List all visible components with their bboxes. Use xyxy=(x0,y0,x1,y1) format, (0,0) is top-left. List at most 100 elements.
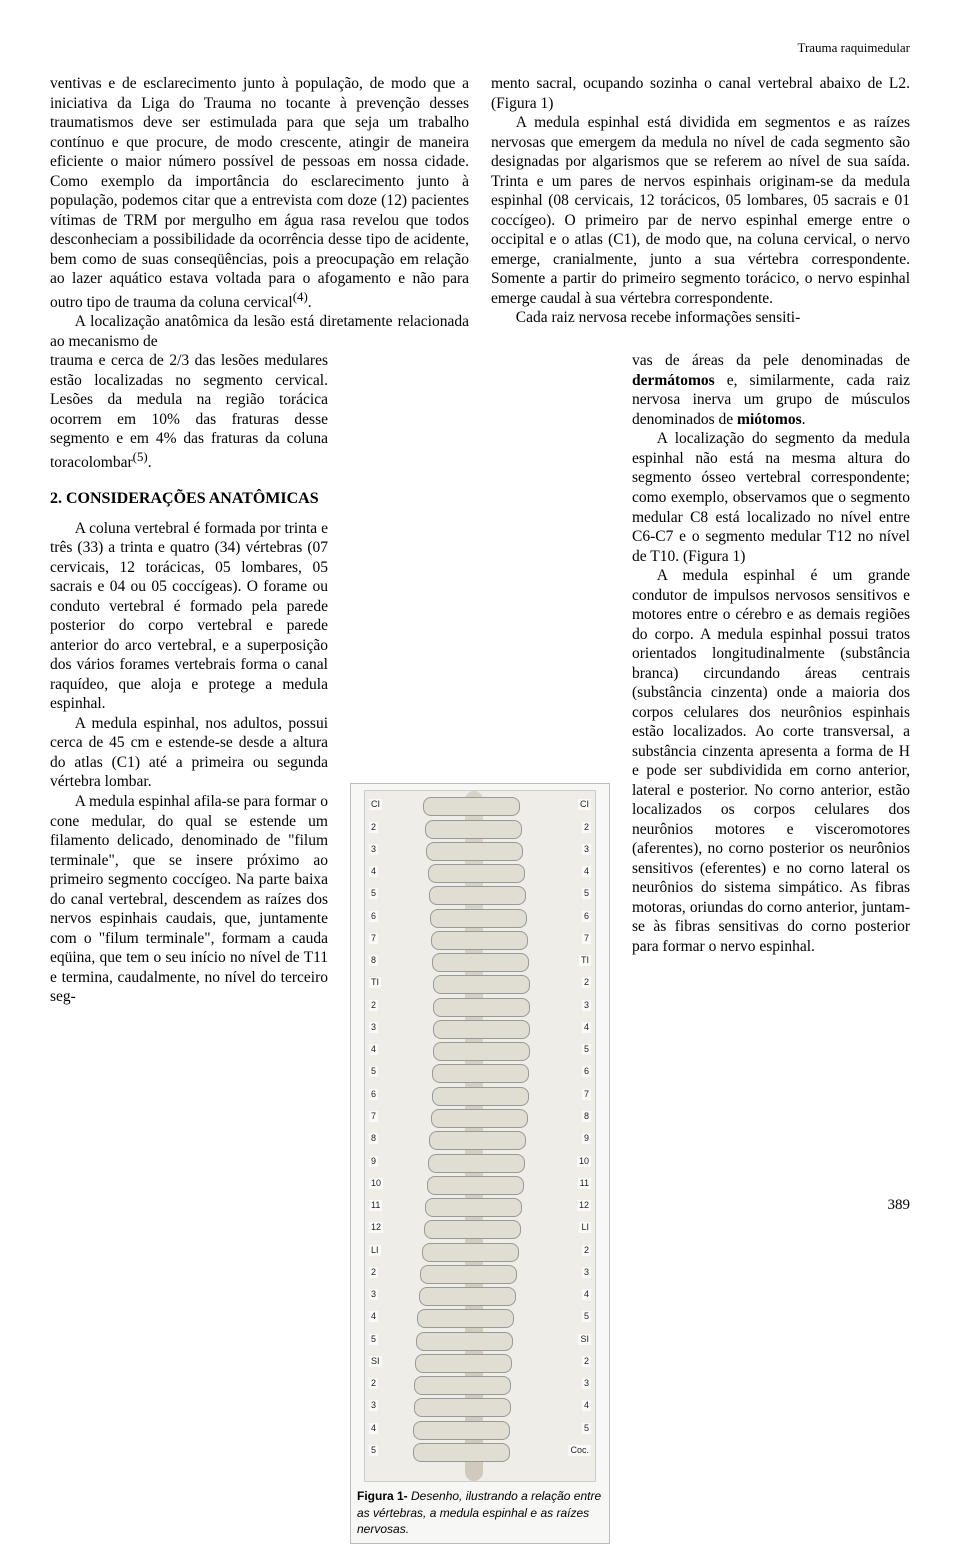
spine-label-left: 8 xyxy=(369,955,378,966)
spine-label-right: 2 xyxy=(582,822,591,833)
spine-label-right: 5 xyxy=(582,1044,591,1055)
spine-label-left: 4 xyxy=(369,1044,378,1055)
spine-label-right: CI xyxy=(578,799,591,810)
vertebra xyxy=(424,1220,521,1239)
vertebra xyxy=(432,1064,529,1083)
vertebra xyxy=(431,1109,528,1128)
vertebra xyxy=(433,1042,530,1061)
spine-label-left: 3 xyxy=(369,1400,378,1411)
spine-label-left: 5 xyxy=(369,888,378,899)
spine-label-right: 4 xyxy=(582,1400,591,1411)
spine-label-right: 11 xyxy=(578,1178,591,1189)
spine-label-right: Coc. xyxy=(568,1445,591,1456)
vertebra xyxy=(433,998,530,1017)
vertebra xyxy=(413,1421,510,1440)
vertebra xyxy=(433,1020,530,1039)
figure-label: Figura 1- xyxy=(357,1489,408,1503)
vertebra xyxy=(432,953,529,972)
spine-label-left: 4 xyxy=(369,1423,378,1434)
body-text: mento sacral, ocupando sozinha o canal v… xyxy=(491,74,910,113)
spine-label-left: 11 xyxy=(369,1200,382,1211)
running-header: Trauma raquimedular xyxy=(50,40,910,56)
spine-label-right: 9 xyxy=(582,1133,591,1144)
figure-wrap-section: trauma e cerca de 2/3 das lesões medular… xyxy=(50,351,910,1196)
spine-label-left: 5 xyxy=(369,1066,378,1077)
spine-label-left: 2 xyxy=(369,822,378,833)
ref-marker: (4) xyxy=(293,289,308,304)
body-text: . xyxy=(308,294,312,311)
spine-label-right: 5 xyxy=(582,1423,591,1434)
vertebra xyxy=(428,864,525,883)
spine-label-left: 6 xyxy=(369,1089,378,1100)
spine-label-left: 10 xyxy=(369,1178,383,1189)
vertebra xyxy=(428,1154,525,1173)
ref-marker: (5) xyxy=(133,449,148,464)
spine-label-right: 2 xyxy=(582,977,591,988)
spine-label-right: 5 xyxy=(582,888,591,899)
body-text: . xyxy=(148,454,152,471)
vertebra xyxy=(423,797,520,816)
spine-label-right: SI xyxy=(578,1334,591,1345)
body-text: A medula espinhal é um grande condutor d… xyxy=(632,566,910,956)
spine-label-right: TI xyxy=(579,955,591,966)
spine-label-right: 7 xyxy=(582,933,591,944)
spine-illustration: CICI223344556677TI82TI324354657687981091… xyxy=(364,790,596,1482)
vertebra xyxy=(419,1287,516,1306)
spine-label-left: 4 xyxy=(369,1311,378,1322)
top-text-block: ventivas e de esclarecimento junto à pop… xyxy=(50,74,910,351)
vertebra xyxy=(431,931,528,950)
spine-label-right: 4 xyxy=(582,1022,591,1033)
spine-label-right: 3 xyxy=(582,1267,591,1278)
spine-label-left: TI xyxy=(369,977,381,988)
spine-label-left: 3 xyxy=(369,844,378,855)
body-text: ventivas e de esclarecimento junto à pop… xyxy=(50,75,469,311)
spine-label-left: 2 xyxy=(369,1267,378,1278)
spine-label-left: 6 xyxy=(369,911,378,922)
vertebra xyxy=(420,1265,517,1284)
vertebra xyxy=(414,1398,511,1417)
spine-label-right: 4 xyxy=(582,866,591,877)
body-text: vas de áreas da pele denominadas de xyxy=(632,352,910,369)
spine-label-right: 6 xyxy=(582,1066,591,1077)
spine-label-left: 4 xyxy=(369,866,378,877)
body-text: A medula espinhal está dividida em segme… xyxy=(491,113,910,308)
spine-label-right: 6 xyxy=(582,911,591,922)
figure-caption: Figura 1- Desenho, ilustrando a relação … xyxy=(357,1488,603,1537)
spine-label-right: 2 xyxy=(582,1356,591,1367)
vertebra xyxy=(416,1332,513,1351)
right-column: vas de áreas da pele denominadas de derm… xyxy=(632,351,910,956)
spine-label-left: 2 xyxy=(369,1000,378,1011)
spine-label-left: 12 xyxy=(369,1222,383,1233)
body-text: . xyxy=(802,411,806,428)
spine-label-right: 12 xyxy=(577,1200,591,1211)
vertebra xyxy=(429,1131,526,1150)
spine-label-right: 8 xyxy=(582,1111,591,1122)
spine-label-left: 3 xyxy=(369,1022,378,1033)
term-bold: miótomos xyxy=(737,411,802,428)
spine-label-left: 8 xyxy=(369,1133,378,1144)
spine-label-left: 2 xyxy=(369,1378,378,1389)
spine-label-right: 4 xyxy=(582,1289,591,1300)
figure-frame: CICI223344556677TI82TI324354657687981091… xyxy=(350,783,610,1544)
term-bold: dermátomos xyxy=(632,372,715,389)
spine-label-right: 5 xyxy=(582,1311,591,1322)
spine-label-right: LI xyxy=(579,1222,591,1233)
vertebra xyxy=(425,1198,522,1217)
body-text: A coluna vertebral é formada por trinta … xyxy=(50,519,328,714)
vertebra xyxy=(425,820,522,839)
page-number: 389 xyxy=(888,1197,911,1214)
body-text: trauma e cerca de 2/3 das lesões medular… xyxy=(50,352,328,471)
vertebra xyxy=(413,1443,510,1462)
vertebra xyxy=(427,1176,524,1195)
section-heading: 2. CONSIDERAÇÕES ANATÔMICAS xyxy=(50,489,328,509)
left-column: trauma e cerca de 2/3 das lesões medular… xyxy=(50,351,328,1006)
body-text: A medula espinhal afila-se para formar o… xyxy=(50,792,328,1007)
spine-label-right: 2 xyxy=(582,1245,591,1256)
body-text: Cada raiz nervosa recebe informações sen… xyxy=(491,308,910,328)
vertebra xyxy=(414,1376,511,1395)
vertebra xyxy=(426,842,523,861)
vertebra xyxy=(429,886,526,905)
spine-label-left: LI xyxy=(369,1245,381,1256)
vertebra xyxy=(433,975,530,994)
figure-1: CICI223344556677TI82TI324354657687981091… xyxy=(350,783,610,1544)
